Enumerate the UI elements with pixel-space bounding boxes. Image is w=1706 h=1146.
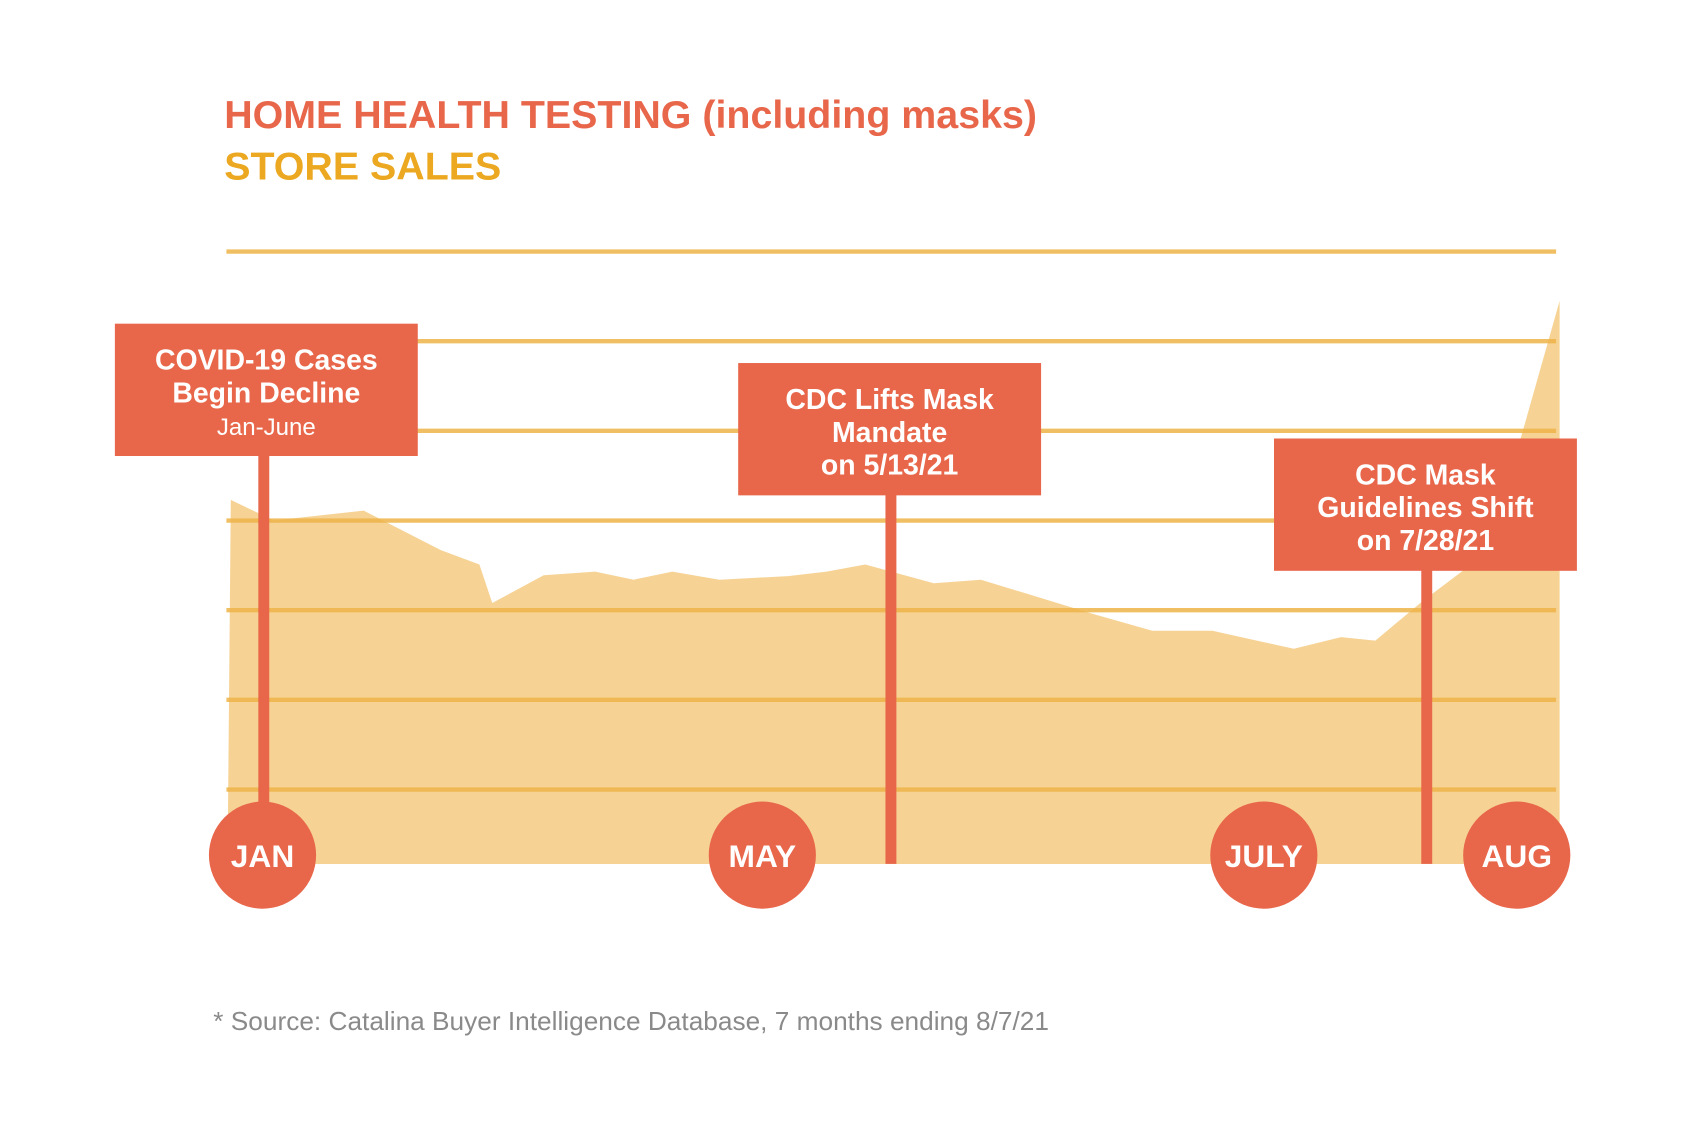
month-label: MAY [729, 838, 797, 874]
chart-title: HOME HEALTH TESTING (including masks) [224, 93, 1037, 137]
month-label: AUG [1482, 838, 1552, 874]
month-circle [1210, 801, 1318, 909]
annotation-stem [258, 433, 270, 804]
month-label: JULY [1225, 838, 1303, 874]
annotation-text: on 5/13/21 [821, 450, 959, 482]
month-circle [1463, 801, 1571, 909]
footnote: * Source: Catalina Buyer Intelligence Da… [213, 1006, 1049, 1036]
month-label: JAN [231, 838, 294, 874]
month-circle [208, 801, 317, 909]
month-marker-jan: JAN [208, 801, 317, 909]
annotation-text: Guidelines Shift [1317, 492, 1534, 524]
annotation-box [114, 323, 418, 456]
annotation-box [738, 363, 1042, 496]
annotation-text: COVID-19 Cases [155, 345, 378, 377]
annotation-stem [885, 472, 897, 864]
annotation-text: CDC Mask [1355, 459, 1496, 491]
month-circle [708, 801, 816, 909]
month-marker-july: JULY [1210, 801, 1318, 909]
annotation-box [1274, 438, 1577, 571]
annotation-subtext: Jan-June [217, 414, 316, 441]
month-marker-may: MAY [708, 801, 816, 909]
annotation-text: on 7/28/21 [1357, 525, 1495, 557]
annotation-text: Mandate [832, 417, 947, 449]
annotation-stem [1421, 547, 1433, 864]
annotation-text: Begin Decline [172, 377, 360, 409]
month-marker-aug: AUG [1463, 801, 1571, 909]
annotation-text: CDC Lifts Mask [785, 384, 994, 416]
chart-subtitle: STORE SALES [224, 144, 501, 188]
